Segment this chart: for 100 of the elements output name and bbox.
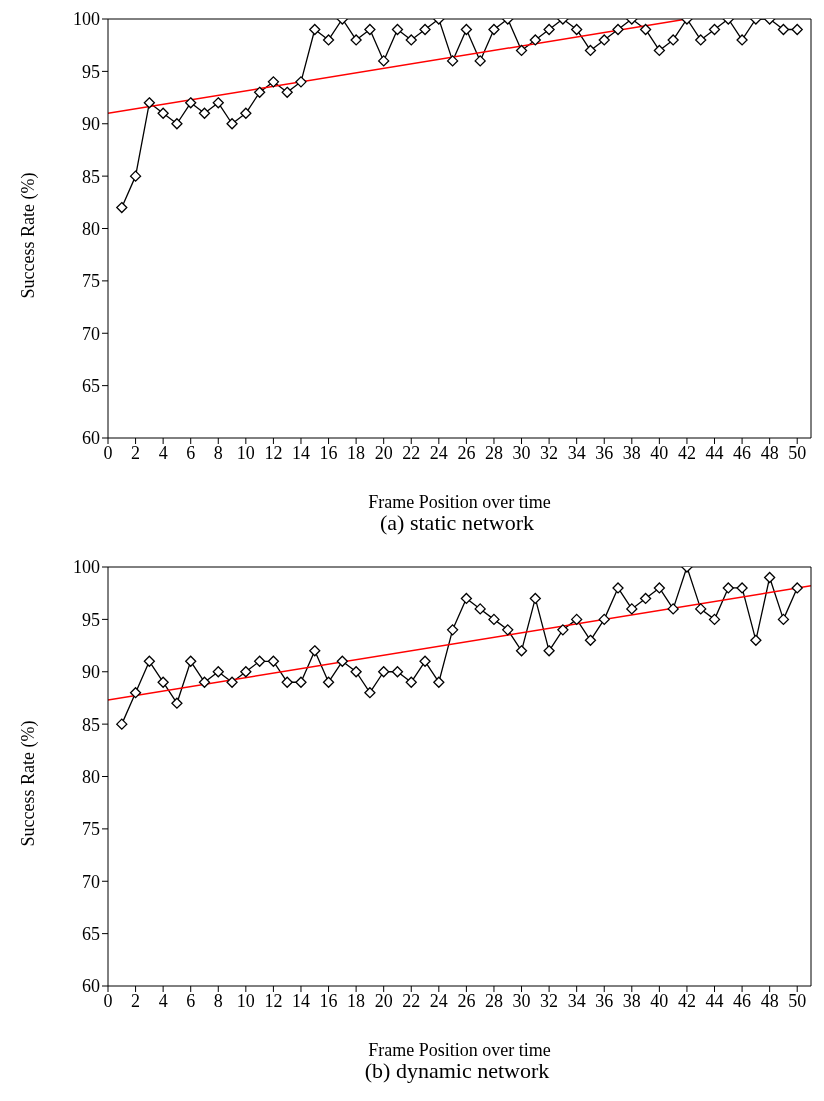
point [667, 34, 679, 46]
point [157, 676, 169, 688]
x-tick-label: 30 [512, 990, 531, 1011]
point [722, 582, 734, 594]
x-tick-label: 36 [595, 990, 614, 1011]
point [626, 603, 638, 615]
x-tick-label: 2 [131, 990, 141, 1011]
point [281, 676, 293, 688]
y-tick-label: 85 [82, 166, 100, 187]
x-tick-label: 6 [186, 442, 196, 463]
point [736, 34, 748, 46]
point [639, 592, 652, 605]
y-tick-label: 60 [82, 428, 100, 449]
x-tick-label: 18 [347, 990, 366, 1011]
point [129, 687, 142, 699]
x-tick-label: 44 [705, 990, 724, 1011]
x-tick-label: 28 [484, 990, 503, 1011]
y-tick-label: 70 [82, 323, 100, 344]
point [364, 23, 376, 36]
y-tick-label: 90 [82, 114, 100, 135]
x-tick-label: 32 [540, 990, 559, 1011]
x-tick-label: 16 [319, 442, 338, 463]
point [171, 697, 183, 709]
point [350, 34, 362, 46]
x-tick-label: 46 [733, 990, 752, 1011]
x-tick-label: 8 [213, 442, 223, 463]
point [350, 666, 362, 678]
x-tick-label: 4 [158, 990, 168, 1011]
y-tick-label: 65 [82, 376, 100, 397]
point [116, 718, 128, 730]
y-tick-label: 80 [82, 218, 100, 239]
point [143, 655, 155, 667]
x-tick-label: 10 [236, 990, 255, 1011]
point [598, 613, 610, 626]
y-tick-label: 95 [82, 609, 100, 630]
x-tick-label: 22 [402, 990, 421, 1011]
point [267, 76, 280, 88]
point [515, 44, 528, 57]
point [598, 34, 610, 46]
point [295, 76, 307, 88]
point [571, 613, 583, 626]
x-tick-label: 42 [677, 990, 696, 1011]
x-tick-label: 28 [484, 442, 503, 463]
point [391, 666, 404, 678]
x-tick-label: 12 [264, 442, 283, 463]
x-tick-label: 6 [186, 990, 196, 1011]
point [171, 118, 183, 130]
point [736, 582, 748, 594]
point [116, 201, 128, 214]
x-tick-label: 22 [402, 442, 421, 463]
point [198, 676, 211, 688]
y-tick-label: 80 [82, 766, 100, 787]
x-tick-label: 42 [677, 442, 696, 463]
point [253, 86, 266, 98]
point [584, 44, 597, 57]
point [322, 34, 335, 46]
point [791, 23, 803, 36]
x-tick-label: 48 [760, 442, 779, 463]
point [322, 676, 335, 688]
point [198, 107, 211, 119]
x-tick-label: 46 [733, 442, 752, 463]
point [695, 34, 707, 46]
point [281, 86, 293, 98]
y-tick-label: 75 [82, 819, 100, 840]
x-tick-label: 50 [788, 442, 807, 463]
point [157, 107, 169, 119]
point [653, 582, 666, 594]
point [405, 676, 417, 688]
point [653, 44, 666, 57]
x-tick-label: 14 [291, 442, 310, 463]
x-tick-label: 30 [512, 442, 531, 463]
point [791, 582, 803, 594]
text: (b) dynamic network [363, 1058, 551, 1084]
point [529, 34, 541, 46]
point [488, 23, 500, 36]
point [529, 592, 541, 605]
point [460, 592, 473, 605]
point [212, 666, 224, 678]
point [708, 613, 721, 626]
point [764, 571, 776, 584]
x-tick-label: 2 [131, 442, 141, 463]
point [446, 55, 459, 67]
point [543, 23, 555, 36]
point [777, 23, 790, 36]
point [185, 97, 197, 109]
point [143, 97, 155, 109]
point [488, 613, 500, 626]
point [240, 107, 252, 119]
x-tick-label: 14 [291, 990, 310, 1011]
x-axis-title: Frame Position over time [368, 1040, 551, 1060]
point [309, 23, 321, 36]
point [639, 23, 652, 36]
point [571, 23, 583, 36]
x-tick-label: 48 [760, 990, 779, 1011]
point [515, 645, 528, 657]
y-tick-label: 100 [73, 557, 100, 578]
y-tick-label: 90 [82, 662, 100, 683]
x-tick-label: 24 [429, 990, 448, 1011]
point [378, 666, 390, 678]
point [433, 676, 445, 688]
